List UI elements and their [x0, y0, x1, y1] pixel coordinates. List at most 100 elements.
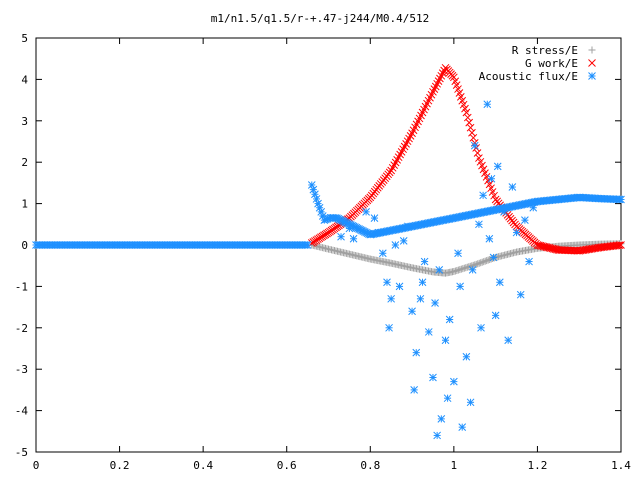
data-point — [521, 216, 529, 225]
data-point — [545, 243, 554, 252]
data-point — [477, 259, 485, 267]
data-point — [500, 208, 508, 216]
data-point — [349, 234, 358, 243]
data-point — [312, 195, 321, 203]
data-point — [529, 203, 538, 212]
data-point — [410, 386, 419, 394]
data-point — [378, 249, 387, 258]
data-point — [337, 232, 345, 241]
data-point — [535, 241, 543, 250]
x-tick-label: 1.4 — [611, 459, 631, 472]
data-point — [456, 282, 464, 291]
data-point — [479, 191, 487, 200]
data-point — [385, 323, 393, 332]
data-point — [614, 241, 622, 250]
data-point — [473, 149, 482, 157]
legend-label: Acoustic flux/E — [479, 70, 578, 83]
data-point — [536, 241, 545, 250]
series-0 — [308, 240, 625, 277]
data-point — [533, 241, 542, 249]
legend-marker — [588, 46, 596, 54]
x-tick-label: 0.2 — [110, 459, 130, 472]
data-point — [615, 241, 624, 250]
data-point — [544, 243, 552, 252]
data-point — [314, 199, 322, 208]
data-point — [437, 415, 446, 423]
x-tick-label: 0 — [33, 459, 40, 472]
data-point — [311, 190, 319, 199]
y-tick-label: 2 — [21, 156, 28, 169]
data-point — [539, 242, 548, 251]
x-tick-label: 0.8 — [360, 459, 380, 472]
data-point — [480, 258, 488, 266]
data-point — [466, 398, 475, 407]
data-point — [315, 203, 324, 212]
x-tick-label: 0.4 — [193, 459, 213, 472]
data-point — [541, 242, 549, 251]
legend-label: G work/E — [525, 57, 578, 70]
data-point — [466, 123, 475, 132]
y-tick-label: -5 — [15, 446, 28, 459]
y-tick-label: -4 — [15, 405, 29, 418]
data-point — [429, 373, 437, 382]
data-point — [445, 315, 454, 324]
legend-marker — [588, 72, 596, 80]
data-point — [435, 265, 444, 274]
data-point — [387, 294, 396, 303]
data-point — [374, 228, 383, 237]
y-tick-label: 5 — [21, 32, 28, 45]
data-point — [516, 290, 525, 299]
data-point — [408, 307, 416, 316]
data-point — [454, 249, 462, 258]
data-point — [395, 282, 404, 291]
data-point — [474, 260, 482, 268]
data-point — [463, 113, 472, 122]
data-point — [458, 423, 467, 432]
x-tick-label: 0.6 — [277, 459, 297, 472]
x-tick-label: 1.2 — [527, 459, 547, 472]
data-point — [465, 118, 474, 127]
data-marks — [32, 63, 625, 440]
data-point — [441, 336, 450, 345]
data-point — [404, 222, 412, 231]
data-point — [478, 258, 486, 266]
data-point — [483, 257, 491, 265]
data-point — [391, 241, 400, 249]
data-point — [303, 241, 312, 249]
data-point — [549, 245, 558, 253]
data-point — [489, 253, 498, 262]
y-tick-label: -1 — [15, 280, 28, 293]
data-point — [525, 257, 533, 266]
data-point — [468, 265, 477, 274]
data-point — [617, 241, 625, 249]
data-point — [542, 243, 551, 251]
data-point — [412, 348, 421, 357]
data-point — [431, 299, 439, 307]
data-point — [470, 141, 479, 150]
data-point — [548, 244, 557, 253]
data-point — [493, 162, 502, 171]
data-point — [462, 108, 471, 117]
data-point — [483, 100, 492, 109]
data-point — [508, 183, 517, 191]
axis-ticks: 0 0.2 0.4 0.6 0.8 1 1.2 1.4 -5 -4 -3 -2 -1 0 1 2 3 4 5 — [15, 32, 632, 472]
data-point — [450, 377, 458, 386]
data-point — [495, 278, 504, 287]
series-2 — [32, 100, 625, 440]
data-point — [307, 181, 316, 189]
data-point — [512, 228, 521, 237]
data-point — [469, 133, 478, 142]
data-point — [538, 242, 546, 250]
data-point — [485, 234, 494, 243]
data-point — [481, 257, 489, 265]
data-point — [370, 214, 379, 222]
y-tick-label: -3 — [15, 363, 28, 376]
data-point — [617, 195, 625, 204]
data-point — [420, 257, 429, 266]
data-point — [491, 311, 500, 320]
legend-label: R stress/E — [512, 44, 578, 57]
y-tick-label: 3 — [21, 115, 28, 128]
data-point — [309, 185, 318, 194]
